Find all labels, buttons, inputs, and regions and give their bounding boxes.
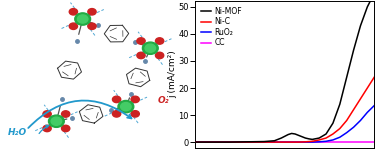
Circle shape — [88, 9, 96, 15]
Circle shape — [77, 15, 88, 23]
Circle shape — [137, 38, 145, 44]
Circle shape — [131, 96, 139, 103]
FancyArrowPatch shape — [39, 125, 49, 134]
Circle shape — [143, 42, 158, 54]
Circle shape — [69, 23, 77, 30]
Circle shape — [155, 52, 164, 59]
Circle shape — [88, 23, 96, 30]
Legend: Ni-MOF, Ni-C, RuO₂, CC: Ni-MOF, Ni-C, RuO₂, CC — [199, 5, 243, 49]
Text: H₂O: H₂O — [8, 128, 27, 137]
Circle shape — [113, 96, 121, 103]
Circle shape — [62, 125, 70, 132]
Text: O₂: O₂ — [158, 96, 169, 105]
Circle shape — [43, 111, 51, 117]
Circle shape — [113, 111, 121, 117]
Circle shape — [118, 100, 134, 113]
Circle shape — [145, 44, 156, 52]
Circle shape — [137, 52, 145, 59]
Circle shape — [121, 103, 131, 111]
Circle shape — [155, 38, 164, 44]
Circle shape — [51, 117, 62, 125]
Circle shape — [62, 111, 70, 117]
Circle shape — [69, 9, 77, 15]
FancyArrowPatch shape — [28, 101, 132, 128]
Circle shape — [75, 13, 91, 25]
Circle shape — [131, 111, 139, 117]
Circle shape — [48, 115, 64, 127]
Circle shape — [43, 125, 51, 132]
Y-axis label: j (mA/cm²): j (mA/cm²) — [168, 51, 177, 98]
